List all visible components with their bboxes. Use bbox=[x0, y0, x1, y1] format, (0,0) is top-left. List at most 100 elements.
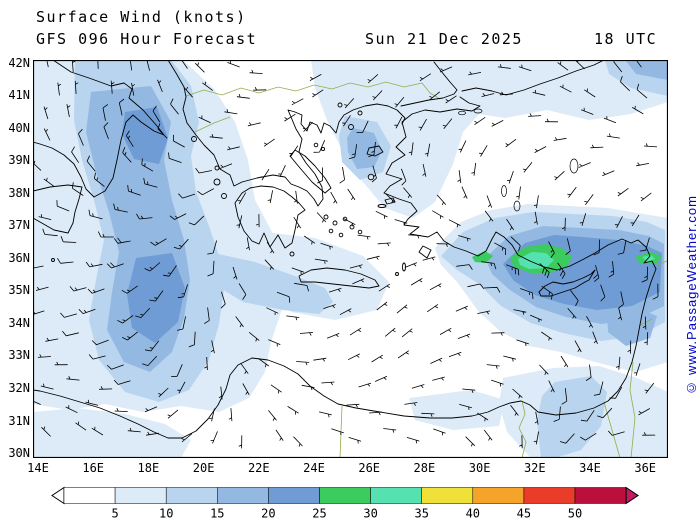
scale-underflow-arrow bbox=[51, 486, 65, 505]
shade-region bbox=[625, 60, 668, 80]
lake bbox=[569, 158, 579, 174]
color-scale: 5 10 15 20 25 30 35 40 45 50 bbox=[50, 486, 650, 522]
island bbox=[289, 251, 295, 257]
shade-region bbox=[122, 107, 168, 164]
lat-label-37N: 37N bbox=[8, 218, 30, 233]
border-balkans bbox=[185, 81, 423, 97]
lon-label-28E: 28E bbox=[413, 461, 436, 475]
island bbox=[191, 136, 197, 142]
shade-region bbox=[33, 408, 191, 458]
lat-label-31N: 31N bbox=[8, 413, 30, 428]
shade-region bbox=[347, 128, 382, 169]
island bbox=[221, 193, 227, 199]
lat-label-38N: 38N bbox=[8, 185, 30, 200]
border-bulgaria-turkey bbox=[421, 82, 441, 100]
lon-label-24E: 24E bbox=[303, 461, 325, 475]
border-albania-greece bbox=[194, 116, 231, 133]
lat-label-39N: 39N bbox=[8, 153, 30, 168]
lat-label-33N: 33N bbox=[8, 348, 30, 363]
island bbox=[357, 229, 363, 235]
scale-segment-6 bbox=[370, 487, 422, 504]
scale-value-40: 40 bbox=[466, 507, 480, 521]
scale-segment-1 bbox=[114, 487, 167, 504]
scale-value-25: 25 bbox=[312, 507, 326, 521]
coastline-thrace-marmara bbox=[400, 61, 458, 107]
island-lesbos bbox=[366, 145, 384, 157]
coastline-sicily bbox=[33, 184, 83, 234]
scale-value-50: 50 bbox=[568, 507, 582, 521]
lon-label-32E: 32E bbox=[523, 461, 546, 475]
coastline-cyprus bbox=[538, 269, 596, 297]
scale-value-45: 45 bbox=[517, 507, 531, 521]
lon-label-22E: 22E bbox=[247, 461, 270, 475]
lake bbox=[458, 110, 466, 116]
country-borders-layer bbox=[185, 81, 668, 458]
coastline-italy bbox=[33, 60, 165, 198]
weather-map bbox=[33, 60, 668, 458]
lon-label-34E: 34E bbox=[579, 461, 601, 475]
scale-value-10: 10 bbox=[159, 507, 173, 521]
island bbox=[342, 216, 348, 222]
lake bbox=[501, 185, 507, 197]
island bbox=[320, 146, 326, 152]
lat-label-36N: 36N bbox=[8, 250, 30, 265]
lat-label-32N: 32N bbox=[8, 381, 30, 395]
scale-segment-10 bbox=[574, 487, 627, 504]
lat-label-41N: 41N bbox=[8, 88, 30, 103]
scale-overflow-arrow bbox=[625, 486, 640, 505]
island bbox=[337, 102, 343, 108]
lake bbox=[513, 200, 521, 212]
shade-region bbox=[409, 390, 505, 430]
forecast-date: Sun 21 Dec 2025 bbox=[365, 30, 523, 48]
island-rhodes bbox=[418, 245, 432, 259]
island bbox=[313, 142, 319, 148]
scale-segment-2 bbox=[165, 487, 218, 504]
shade-region bbox=[518, 252, 554, 269]
wind-shading-layer bbox=[33, 60, 668, 458]
scale-value-20: 20 bbox=[261, 507, 275, 521]
lon-label-18E: 18E bbox=[137, 461, 160, 475]
color-scale-svg: 5 10 15 20 25 30 35 40 45 50 bbox=[51, 486, 640, 521]
shade-region bbox=[642, 255, 655, 262]
scale-segment-9 bbox=[523, 487, 576, 504]
island bbox=[338, 232, 344, 238]
scale-segment-3 bbox=[217, 487, 269, 504]
lakes-layer bbox=[458, 108, 579, 212]
lon-label-26E: 26E bbox=[358, 461, 381, 475]
border-turkey-syria bbox=[654, 260, 668, 267]
coastline-euboea bbox=[289, 149, 332, 194]
coastline-greece-mainland bbox=[167, 60, 406, 207]
watermark: © www.PassageWeather.com bbox=[682, 130, 700, 460]
scale-value-30: 30 bbox=[363, 507, 377, 521]
island bbox=[357, 110, 363, 116]
lat-axis: 42N 41N 40N 39N 38N 37N 36N 35N 34N 33N 32N 31N 30N bbox=[0, 0, 33, 525]
scale-value-15: 15 bbox=[210, 507, 224, 521]
lat-label-35N: 35N bbox=[8, 283, 30, 298]
coastline-anatolia-blacksea bbox=[461, 60, 605, 96]
shade-region bbox=[472, 251, 493, 263]
islands-layer bbox=[51, 102, 406, 276]
forecast-subtitle: GFS 096 Hour Forecast bbox=[36, 30, 258, 48]
lon-label-36E: 36E bbox=[634, 461, 657, 475]
lon-label-30E: 30E bbox=[468, 461, 491, 475]
scale-value-5: 5 bbox=[111, 507, 118, 521]
island bbox=[213, 178, 221, 186]
lat-label-30N: 30N bbox=[8, 446, 30, 461]
forecast-time: 18 UTC bbox=[594, 30, 658, 48]
coastline-peloponnese bbox=[234, 185, 306, 249]
map-frame bbox=[33, 60, 668, 458]
lake bbox=[473, 108, 483, 114]
watermark-text: © www.PassageWeather.com bbox=[683, 194, 699, 396]
scale-segment-7 bbox=[421, 487, 474, 504]
page-title: Surface Wind (knots) bbox=[36, 8, 247, 26]
coastline-crete bbox=[298, 267, 380, 289]
lon-axis: 14E 16E 18E 20E 22E 24E 26E 28E 30E 32E 34E 36E bbox=[0, 461, 700, 477]
scale-value-35: 35 bbox=[414, 507, 428, 521]
river-nile bbox=[518, 400, 527, 458]
island bbox=[348, 124, 354, 130]
island bbox=[51, 258, 55, 262]
island bbox=[214, 165, 220, 171]
island bbox=[395, 272, 399, 276]
scale-segment-0 bbox=[63, 487, 116, 504]
lon-label-20E: 20E bbox=[192, 461, 215, 475]
